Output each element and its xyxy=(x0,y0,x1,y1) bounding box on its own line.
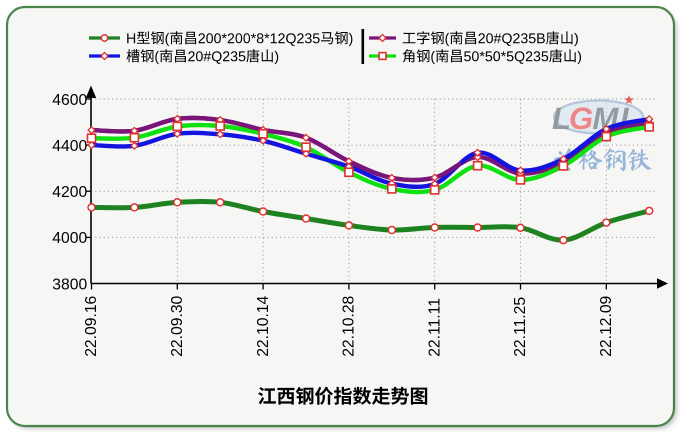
svg-text:22.11.25: 22.11.25 xyxy=(512,297,529,357)
svg-text:4400: 4400 xyxy=(52,138,87,155)
svg-text:22.09.30: 22.09.30 xyxy=(169,295,186,356)
svg-text:22.10.28: 22.10.28 xyxy=(341,295,358,356)
svg-text:22.10.14: 22.10.14 xyxy=(255,295,272,356)
svg-text:3800: 3800 xyxy=(52,276,87,293)
svg-text:22.11.11: 22.11.11 xyxy=(426,298,443,357)
svg-text:4200: 4200 xyxy=(52,184,87,201)
svg-text:22.09.16: 22.09.16 xyxy=(83,295,100,356)
svg-text:4600: 4600 xyxy=(52,92,87,109)
svg-text:22.12.09: 22.12.09 xyxy=(598,296,615,357)
svg-text:4000: 4000 xyxy=(52,230,87,247)
